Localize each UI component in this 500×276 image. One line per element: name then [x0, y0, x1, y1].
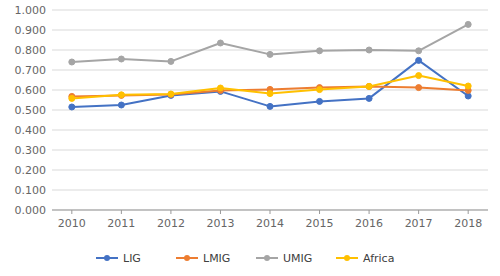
series: [69, 73, 471, 102]
y-tick-label: 0.100: [15, 184, 47, 197]
series-marker: [366, 83, 372, 89]
y-grid: [52, 10, 488, 210]
series-marker: [465, 21, 471, 27]
series-line: [72, 60, 468, 107]
y-tick-label: 0.000: [15, 204, 47, 217]
x-tick: [170, 210, 171, 214]
series-marker: [118, 92, 124, 98]
legend-marker: [104, 255, 110, 261]
y-tick-label: 0.600: [15, 84, 47, 97]
grid-line: [52, 30, 488, 31]
series-marker: [118, 56, 124, 62]
series-marker: [69, 59, 75, 65]
legend-label: UMIG: [283, 252, 312, 265]
series-marker: [366, 83, 372, 89]
y-tick-label: 0.300: [15, 144, 47, 157]
legend-label: LMIG: [203, 252, 230, 265]
series-marker: [317, 48, 323, 54]
grid-line: [52, 150, 488, 151]
series-marker: [267, 91, 273, 97]
grid-line: [52, 10, 488, 11]
series-marker: [267, 103, 273, 109]
series-marker: [267, 51, 273, 57]
x-tick: [369, 210, 370, 214]
grid-line: [52, 130, 488, 131]
plot-area: [69, 21, 471, 110]
series-marker: [465, 83, 471, 89]
legend-marker: [264, 255, 270, 261]
y-tick-label: 0.400: [15, 124, 47, 137]
x-tick-label: 2017: [405, 217, 433, 230]
series-marker: [118, 102, 124, 108]
y-tick-label: 0.700: [15, 64, 47, 77]
legend-label: LIG: [123, 252, 141, 265]
legend-marker: [344, 255, 350, 261]
y-tick-label: 0.200: [15, 164, 47, 177]
x-tick-label: 2013: [206, 217, 234, 230]
series: [69, 83, 471, 99]
series-marker: [416, 48, 422, 54]
y-tick-label: 0.900: [15, 24, 47, 37]
y-tick-label: 1.000: [15, 4, 47, 17]
y-tick-label: 0.500: [15, 104, 47, 117]
series: [69, 21, 471, 65]
x-tick: [319, 210, 320, 214]
grid-line: [52, 170, 488, 171]
x-tick: [71, 210, 72, 214]
series-line: [72, 76, 468, 99]
x-tick-label: 2011: [107, 217, 135, 230]
x-tick: [418, 210, 419, 214]
y-tick-label: 0.800: [15, 44, 47, 57]
series-marker: [69, 95, 75, 101]
series-marker: [168, 91, 174, 97]
series-marker: [416, 73, 422, 79]
series-marker: [317, 87, 323, 93]
series-line: [72, 24, 468, 62]
grid-line: [52, 70, 488, 71]
x-tick: [270, 210, 271, 214]
x-tick-label: 2018: [454, 217, 482, 230]
x-tick-label: 2012: [157, 217, 185, 230]
series-marker: [366, 47, 372, 53]
legend: LIG LMIG UMIG Africa: [96, 252, 394, 265]
series-marker: [366, 95, 372, 101]
grid-line: [52, 190, 488, 191]
series: [69, 57, 471, 110]
series-marker: [168, 58, 174, 64]
series-marker: [317, 98, 323, 104]
x-tick: [468, 210, 469, 214]
series-marker: [168, 91, 174, 97]
series-marker: [69, 104, 75, 110]
x-tick: [121, 210, 122, 214]
x-tick-label: 2016: [355, 217, 383, 230]
x-tick-label: 2010: [58, 217, 86, 230]
legend-label: Africa: [363, 252, 394, 265]
legend-marker: [184, 255, 190, 261]
series-marker: [217, 40, 223, 46]
x-tick-label: 2015: [306, 217, 334, 230]
series-marker: [118, 92, 124, 98]
series-marker: [217, 85, 223, 91]
series-marker: [416, 57, 422, 63]
x-tick: [220, 210, 221, 214]
x-tick-label: 2014: [256, 217, 284, 230]
chart: 0.000 0.100 0.200 0.300 0.400 0.500 0.600 0.700…: [0, 0, 500, 276]
series-marker: [416, 85, 422, 91]
